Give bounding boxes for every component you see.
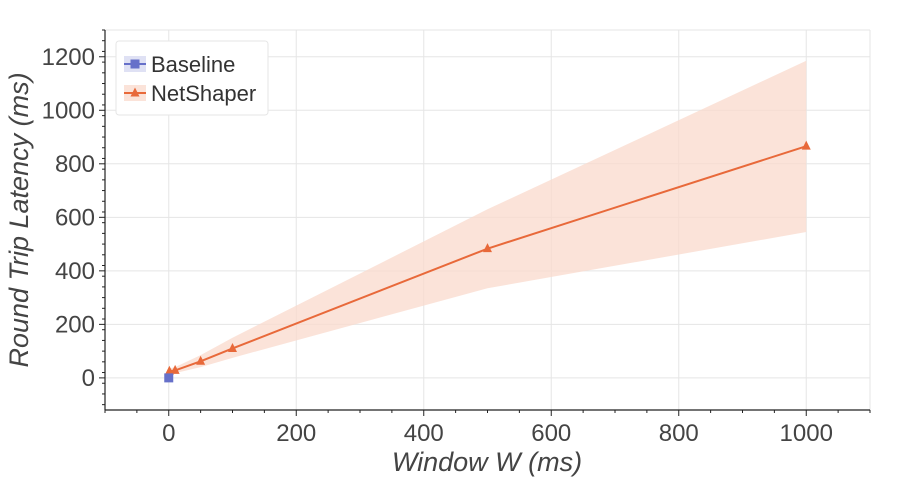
x-tick-label: 600 (531, 420, 571, 447)
series-markers (164, 140, 811, 383)
y-tick-label: 600 (55, 204, 95, 231)
legend-label-baseline: Baseline (151, 52, 235, 77)
data-point-netshaper (196, 355, 206, 365)
y-axis-title: Round Trip Latency (ms) (4, 72, 34, 367)
legend-items (124, 56, 146, 101)
axes (99, 29, 871, 416)
x-tick-label: 800 (659, 420, 699, 447)
x-axis-title: Window W (ms) (392, 447, 582, 477)
legend-marker-netshaper (130, 87, 140, 97)
data-point-netshaper (801, 140, 811, 150)
data-point-netshaper (170, 364, 180, 374)
legend: Baseline NetShaper (115, 40, 269, 116)
x-tick-label: 200 (276, 420, 316, 447)
y-tick-label: 0 (82, 365, 95, 392)
x-tick-labels: 0 200 400 600 800 1000 (162, 420, 833, 447)
legend-box (115, 40, 269, 116)
x-tick-label: 400 (404, 420, 444, 447)
y-tick-labels: 0 200 400 600 800 1000 1200 (42, 44, 95, 392)
y-tick-label: 800 (55, 151, 95, 178)
y-tick-label: 200 (55, 311, 95, 338)
x-tick-label: 1000 (780, 420, 833, 447)
y-tick-label: 400 (55, 258, 95, 285)
x-tick-label: 0 (162, 420, 175, 447)
confidence-bands (169, 60, 807, 374)
data-point-baseline (164, 373, 174, 383)
data-point-netshaper (483, 243, 492, 253)
y-tick-label: 1200 (42, 44, 95, 71)
series-band-netshaper (169, 60, 807, 374)
y-tick-label: 1000 (42, 97, 95, 124)
legend-marker-baseline (130, 59, 140, 69)
data-point-netshaper (228, 342, 237, 352)
legend-label-netshaper: NetShaper (151, 81, 256, 106)
